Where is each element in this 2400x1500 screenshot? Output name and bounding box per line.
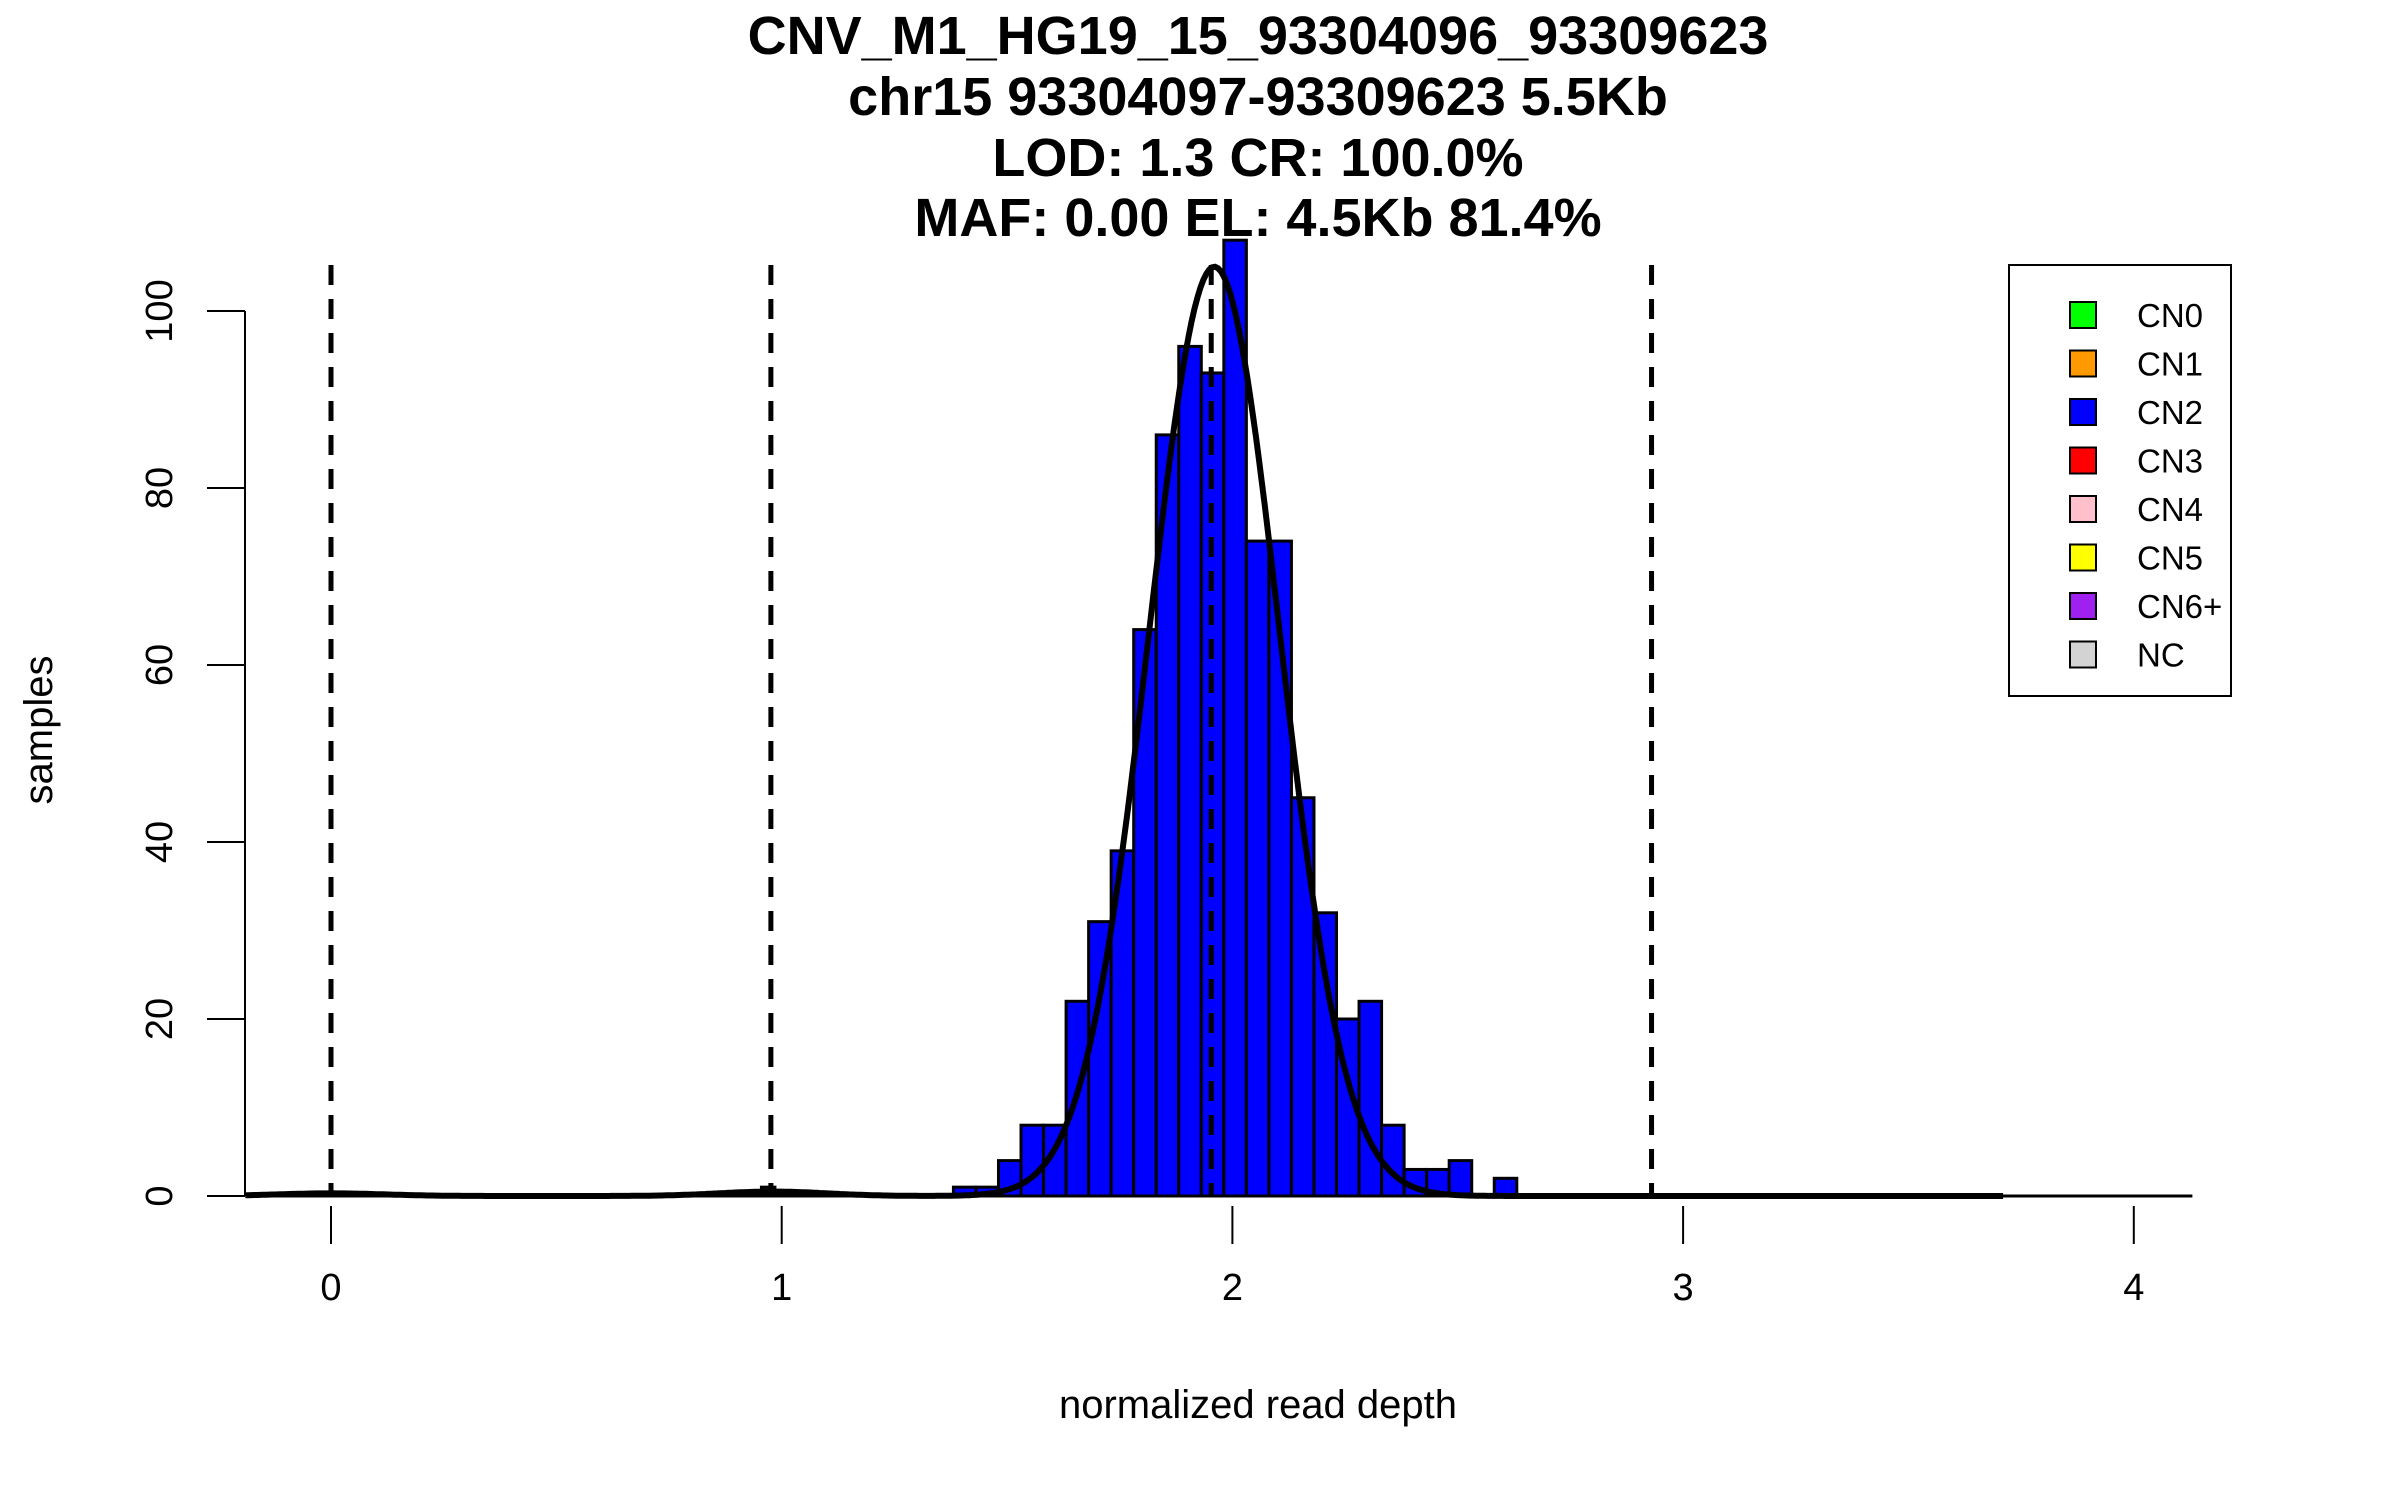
y-tick-label: 80 xyxy=(139,467,181,509)
title-line-2: chr15 93304097-93309623 5.5Kb xyxy=(848,67,1668,127)
legend-swatch-cn0 xyxy=(2069,301,2097,329)
dashed-reference-lines xyxy=(328,265,1655,1196)
histogram-bar xyxy=(1312,911,1339,1198)
y-tick-label: 0 xyxy=(139,1185,181,1206)
legend-label: CN3 xyxy=(2137,443,2203,480)
x-tick-label: 2 xyxy=(1222,1267,1243,1309)
legend-swatch-cn2 xyxy=(2069,398,2097,426)
legend-swatch-cn5 xyxy=(2069,543,2097,572)
legend-label: CN2 xyxy=(2137,394,2203,431)
legend-swatch-cn1 xyxy=(2069,349,2097,378)
x-tick-label: 0 xyxy=(320,1267,341,1309)
legend: CN0 CN1 CN2 CN3 CN4 CN5 CN6+ NC xyxy=(2008,264,2232,697)
legend-label: CN4 xyxy=(2137,491,2203,528)
legend-swatch-nc xyxy=(2069,640,2097,669)
legend-label: CN1 xyxy=(2137,346,2203,383)
y-tick-label: 20 xyxy=(139,998,181,1040)
title-line-1: CNV_M1_HG19_15_93304096_93309623 xyxy=(748,6,1769,66)
histogram-bar xyxy=(1244,539,1271,1198)
x-axis-label: normalized read depth xyxy=(1059,1383,1457,1427)
x-axis: 0 1 2 3 4 xyxy=(245,1194,2193,1309)
chart-title: CNV_M1_HG19_15_93304096_93309623 chr15 9… xyxy=(748,6,1769,248)
x-tick-label: 3 xyxy=(1673,1267,1694,1309)
x-tick-label: 4 xyxy=(2123,1267,2144,1309)
legend-swatch-cn6plus xyxy=(2069,592,2097,620)
y-tick-label: 40 xyxy=(139,821,181,863)
histogram-bar xyxy=(1177,344,1203,1198)
legend-swatch-cn3 xyxy=(2069,446,2097,475)
legend-label: CN5 xyxy=(2137,540,2203,577)
legend-swatch-cn4 xyxy=(2069,495,2097,523)
x-tick-label: 1 xyxy=(771,1267,792,1309)
histogram-bar xyxy=(1357,999,1384,1198)
histogram-bar xyxy=(1447,1159,1474,1198)
y-axis-label: samples xyxy=(17,656,61,805)
legend-label: CN0 xyxy=(2137,297,2203,334)
y-tick-label: 60 xyxy=(139,644,181,686)
y-tick-label: 100 xyxy=(139,279,181,342)
y-axis: 0 20 40 60 80 100 xyxy=(139,279,246,1207)
legend-label: CN6+ xyxy=(2137,588,2222,625)
legend-label: NC xyxy=(2137,637,2185,674)
histogram-bar xyxy=(1222,238,1248,1198)
legend-box xyxy=(2008,264,2232,697)
title-line-4: MAF: 0.00 EL: 4.5Kb 81.4% xyxy=(914,188,1601,248)
histogram-bar xyxy=(1289,796,1316,1198)
title-line-3: LOD: 1.3 CR: 100.0% xyxy=(992,128,1523,188)
